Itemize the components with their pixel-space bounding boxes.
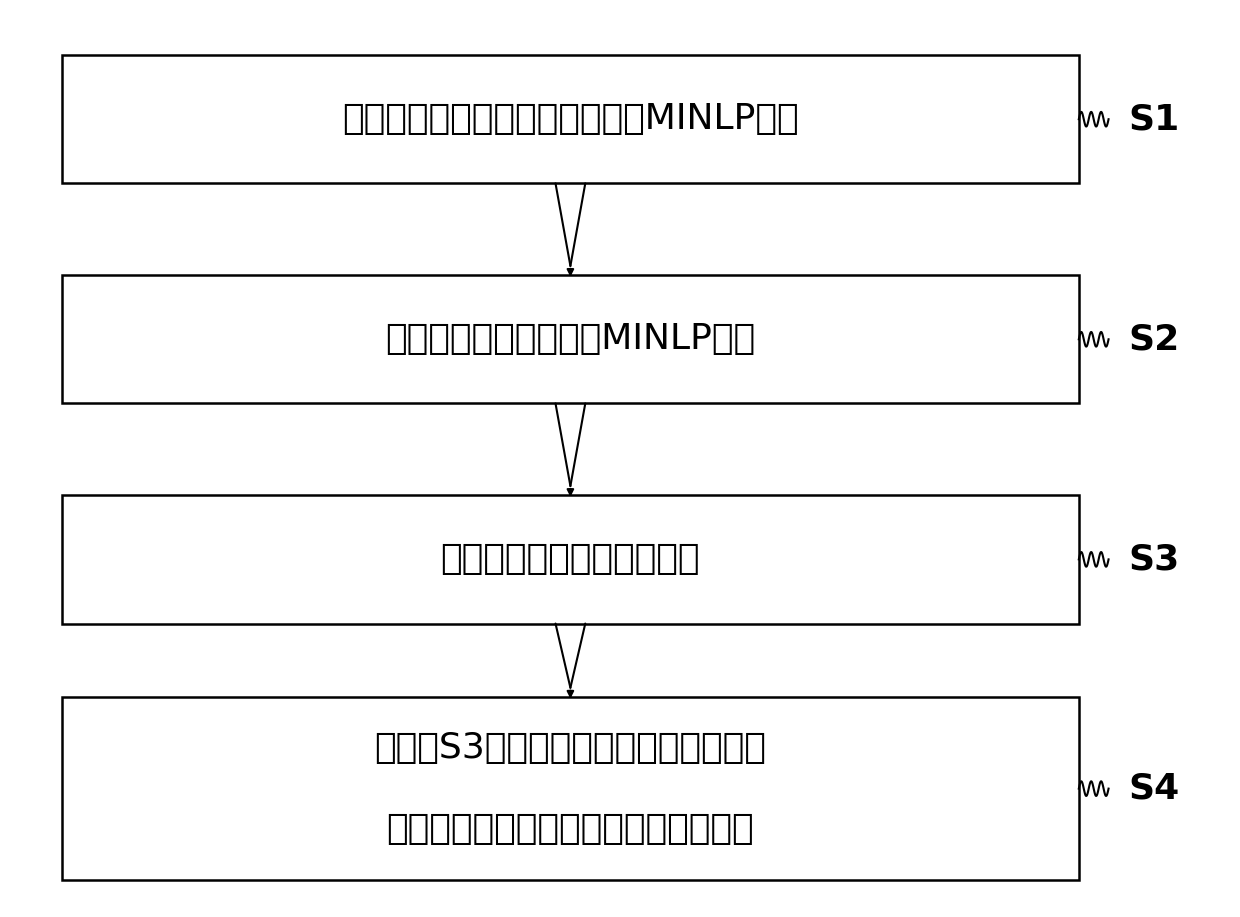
Text: 进行求解，获得电力系统无功优化结果: 进行求解，获得电力系统无功优化结果 <box>387 812 754 846</box>
Bar <box>62 275 1079 403</box>
Text: S4: S4 <box>1128 771 1179 806</box>
Text: S3: S3 <box>1128 542 1179 577</box>
Text: 对步骤S3构建的完全可分离结构的模型: 对步骤S3构建的完全可分离结构的模型 <box>374 731 766 766</box>
Text: 构建完全可分离结构的模型: 构建完全可分离结构的模型 <box>440 542 701 577</box>
Text: S2: S2 <box>1128 322 1179 357</box>
Text: 将电力系统无功优化问题构建成MINLP模型: 将电力系统无功优化问题构建成MINLP模型 <box>342 102 799 137</box>
Text: S1: S1 <box>1128 102 1179 137</box>
Text: 构建具有可分离结构的MINLP模型: 构建具有可分离结构的MINLP模型 <box>386 322 755 357</box>
Bar <box>62 697 1079 880</box>
Bar <box>62 55 1079 183</box>
Bar <box>62 495 1079 624</box>
